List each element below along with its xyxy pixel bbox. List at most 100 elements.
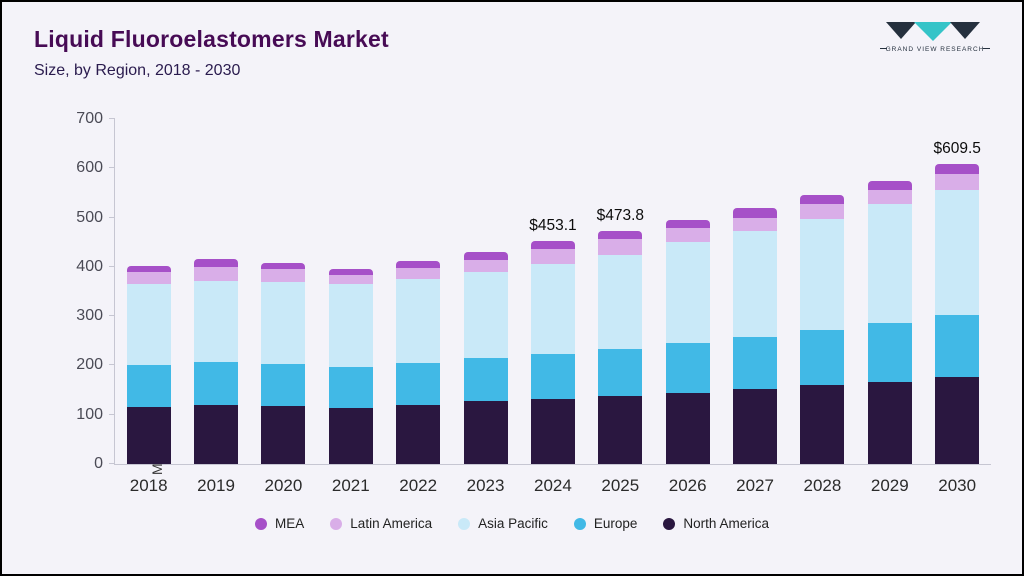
y-tick-label: 400 bbox=[76, 257, 103, 275]
y-tick-mark bbox=[109, 118, 115, 119]
bar-stack-2023 bbox=[463, 252, 508, 464]
bar-segment-mea bbox=[463, 252, 508, 260]
bar-2030: $609.5 2030 bbox=[933, 119, 981, 495]
bar-stack-2030: $609.5 bbox=[933, 140, 981, 464]
bar-stack-2021 bbox=[328, 269, 373, 464]
y-tick-label: 600 bbox=[76, 159, 103, 177]
x-tick-label-2026: 2026 bbox=[668, 476, 707, 495]
legend-dot bbox=[255, 517, 268, 530]
x-tick-label-2023: 2023 bbox=[466, 476, 505, 495]
bar-stack-2018 bbox=[126, 265, 171, 464]
legend-item-latin-america: Latin America bbox=[330, 516, 432, 531]
bar-2018: 2018 bbox=[126, 119, 171, 495]
bar-segment-latin-america bbox=[261, 269, 306, 282]
bar-segment-mea bbox=[261, 262, 306, 270]
legend-label: North America bbox=[683, 516, 769, 531]
bar-segment-north-america bbox=[261, 405, 306, 464]
y-tick-label: 200 bbox=[76, 356, 103, 374]
bar-segment-north-america bbox=[935, 376, 980, 464]
bar-2021: 2021 bbox=[328, 119, 373, 495]
x-tick-label-2025: 2025 bbox=[601, 476, 640, 495]
bar-segment-europe bbox=[194, 361, 239, 405]
x-tick-label-2028: 2028 bbox=[803, 476, 842, 495]
bar-segment-mea bbox=[800, 195, 845, 205]
grand-view-research-logo: GRAND VIEW RESEARCH bbox=[880, 20, 990, 61]
y-tick-label: 100 bbox=[76, 405, 103, 423]
bar-segment-north-america bbox=[665, 392, 710, 464]
x-tick-label-2019: 2019 bbox=[197, 476, 235, 495]
bar-segment-europe bbox=[328, 366, 373, 409]
bar-segment-asia-pacific bbox=[328, 284, 373, 367]
y-tick-mark bbox=[109, 315, 115, 317]
bar-2029: 2029 bbox=[867, 119, 912, 495]
legend-label: Europe bbox=[593, 516, 638, 531]
bar-segment-mea bbox=[665, 220, 710, 229]
y-tick-mark bbox=[109, 413, 115, 415]
bar-stack-2029 bbox=[867, 180, 912, 464]
bar-segment-north-america bbox=[800, 385, 845, 464]
legend-item-asia-pacific: Asia Pacific bbox=[458, 516, 548, 531]
value-label-2025: $473.8 bbox=[596, 206, 645, 224]
bar-stack-2019 bbox=[194, 259, 239, 464]
bar-segment-europe bbox=[463, 358, 508, 402]
bar-segment-asia-pacific bbox=[396, 279, 441, 363]
y-tick-mark bbox=[109, 265, 115, 267]
bar-segment-asia-pacific bbox=[800, 219, 845, 330]
bar-segment-latin-america bbox=[733, 217, 778, 232]
bar-segment-mea bbox=[867, 180, 912, 190]
bar-segment-asia-pacific bbox=[261, 281, 306, 364]
value-label-2030: $609.5 bbox=[933, 139, 981, 157]
bar-stack-2024: $453.1 bbox=[529, 217, 577, 464]
x-tick-label-2029: 2029 bbox=[870, 476, 909, 495]
bar-2026: 2026 bbox=[665, 119, 710, 495]
legend-item-europe: Europe bbox=[573, 516, 638, 531]
bar-segment-north-america bbox=[463, 401, 508, 464]
bar-segment-mea bbox=[733, 207, 778, 218]
chart-subtitle: Size, by Region, 2018 - 2030 bbox=[34, 62, 241, 79]
x-tick-label-2022: 2022 bbox=[399, 476, 438, 495]
bar-stack-2028 bbox=[800, 195, 845, 464]
bar-stack-2025: $473.8 bbox=[597, 207, 644, 464]
plot-area: Market Size (US$M) 010020030040050060070… bbox=[76, 111, 991, 495]
bar-segment-north-america bbox=[194, 404, 239, 464]
bar-2024: $453.1 2024 bbox=[529, 119, 577, 495]
y-tick-label: 300 bbox=[76, 307, 103, 325]
x-tick-label-2020: 2020 bbox=[264, 476, 303, 495]
bar-segment-latin-america bbox=[598, 238, 643, 255]
bar-segment-north-america bbox=[598, 396, 643, 464]
bar-segment-mea bbox=[194, 259, 239, 267]
x-tick-label-2030: 2030 bbox=[938, 476, 977, 495]
bar-segment-asia-pacific bbox=[665, 242, 710, 343]
y-tick-mark bbox=[109, 216, 115, 218]
bar-segment-mea bbox=[126, 265, 171, 272]
bar-segment-asia-pacific bbox=[194, 280, 239, 362]
bar-stack-2026 bbox=[665, 220, 710, 464]
bar-segment-north-america bbox=[530, 399, 575, 464]
bar-segment-mea bbox=[328, 269, 373, 276]
bar-segment-north-america bbox=[867, 381, 912, 464]
bar-segment-north-america bbox=[328, 408, 373, 464]
bar-segment-latin-america bbox=[396, 267, 441, 280]
bar-segment-europe bbox=[665, 342, 710, 393]
bar-2028: 2028 bbox=[800, 119, 845, 495]
bar-segment-latin-america bbox=[935, 174, 980, 190]
legend-label: MEA bbox=[275, 516, 305, 531]
bar-segment-asia-pacific bbox=[530, 264, 575, 354]
bar-2027: 2027 bbox=[733, 119, 778, 495]
bar-segment-mea bbox=[598, 230, 643, 239]
bar-segment-latin-america bbox=[665, 228, 710, 243]
value-label-2024: $453.1 bbox=[529, 216, 577, 234]
bar-2019: 2019 bbox=[194, 119, 239, 495]
bar-segment-asia-pacific bbox=[463, 271, 508, 359]
legend-dot bbox=[330, 517, 343, 530]
y-tick-mark bbox=[109, 463, 115, 464]
chart-title: Liquid Fluoroelastomers Market bbox=[34, 26, 389, 52]
bar-segment-asia-pacific bbox=[598, 254, 643, 349]
y-tick-label: 700 bbox=[76, 110, 103, 127]
bar-stack-2020 bbox=[261, 262, 306, 464]
bar-segment-north-america bbox=[733, 389, 778, 464]
bar-2025: $473.8 2025 bbox=[597, 119, 644, 495]
y-tick-label: 500 bbox=[76, 208, 103, 226]
bar-segment-europe bbox=[800, 329, 845, 386]
bar-segment-latin-america bbox=[194, 266, 239, 281]
